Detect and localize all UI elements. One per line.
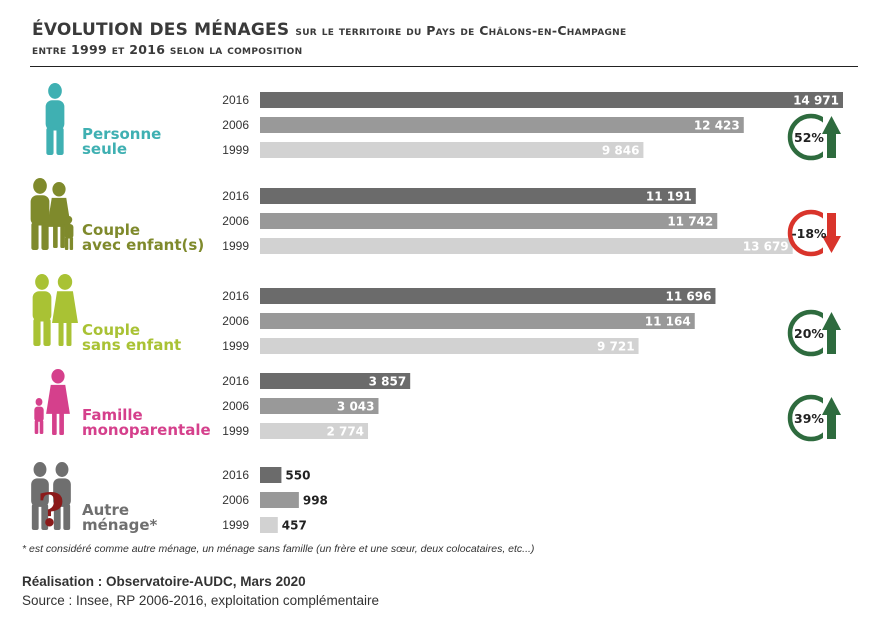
increase-circle-arrow-icon (787, 305, 843, 361)
year-label: 2006 (222, 214, 249, 228)
single-parent-family-icon (34, 369, 70, 435)
value-label: 11 164 (645, 315, 691, 329)
value-label: 13 679 (743, 240, 789, 254)
title-divider (30, 66, 858, 67)
footnote: * est considéré comme autre ménage, un m… (22, 543, 535, 555)
value-label: 550 (285, 469, 310, 483)
year-label: 2016 (222, 374, 249, 388)
bar-2006 (260, 117, 744, 133)
title-main: ÉVOLUTION DES MÉNAGES (32, 20, 290, 40)
svg-text:?: ? (38, 483, 65, 537)
change-percent-label: 52% (794, 130, 824, 145)
credit-line: Réalisation : Observatoire-AUDC, Mars 20… (22, 574, 306, 589)
single-person-icon (45, 83, 65, 155)
title-line2: entre 1999 et 2016 selon la composition (32, 42, 303, 57)
bar-2006 (260, 213, 718, 229)
year-label: 2016 (222, 289, 249, 303)
group-label-line: sans enfant (82, 336, 181, 354)
year-label: 2006 (222, 399, 249, 413)
group-label-line: Personne (82, 125, 161, 143)
increase-circle-arrow-icon (787, 390, 843, 446)
bar-1999 (260, 238, 793, 254)
bar-1999 (260, 142, 644, 158)
bar-1999 (260, 423, 369, 439)
value-label: 12 423 (694, 119, 740, 133)
group-label-line: seule (82, 140, 127, 158)
value-label: 457 (282, 519, 307, 533)
year-label: 2006 (222, 493, 249, 507)
group-label-line: avec enfant(s) (82, 236, 204, 254)
increase-circle-arrow-icon (787, 109, 843, 165)
value-label: 2 774 (326, 425, 364, 439)
year-label: 2016 (222, 93, 249, 107)
value-label: 14 971 (793, 94, 839, 108)
value-label: 11 696 (666, 290, 712, 304)
group-label-line: Famille (82, 406, 143, 424)
bar-1999 (260, 338, 639, 354)
group-label-line: Couple (82, 321, 140, 339)
group-label-line: Couple (82, 221, 140, 239)
value-label: 3 857 (369, 375, 407, 389)
change-percent-label: -18% (791, 226, 827, 241)
year-label: 2016 (222, 189, 249, 203)
year-label: 2006 (222, 314, 249, 328)
group-label-line: monoparentale (82, 421, 211, 439)
bar-2006 (260, 313, 695, 329)
bar-2016 (260, 92, 843, 108)
bar-1999 (260, 517, 278, 533)
bar-2006 (260, 492, 299, 508)
value-label: 11 742 (667, 215, 713, 229)
bar-2016 (260, 373, 411, 389)
value-label: 11 191 (646, 190, 692, 204)
group-label-line: ménage* (82, 516, 158, 534)
bar-2006 (260, 398, 379, 414)
value-label: 9 721 (597, 340, 635, 354)
year-label: 2016 (222, 468, 249, 482)
value-label: 3 043 (337, 400, 375, 414)
title-rest: sur le territoire du Pays de Châlons-en-… (295, 23, 627, 38)
group-label-line: Autre (82, 501, 129, 519)
other-household-question-icon: ? (31, 462, 71, 537)
value-label: 9 846 (602, 144, 640, 158)
year-label: 1999 (222, 339, 249, 353)
chart-title: ÉVOLUTION DES MÉNAGES sur le territoire … (32, 20, 626, 57)
family-with-children-icon (30, 178, 74, 250)
year-label: 2006 (222, 118, 249, 132)
change-percent-label: 39% (794, 411, 824, 426)
year-label: 1999 (222, 143, 249, 157)
decrease-circle-arrow-icon (787, 205, 843, 261)
year-label: 1999 (222, 239, 249, 253)
value-label: 998 (303, 494, 328, 508)
bar-2016 (260, 467, 282, 483)
change-percent-label: 20% (794, 326, 824, 341)
year-label: 1999 (222, 424, 249, 438)
year-label: 1999 (222, 518, 249, 532)
source-line: Source : Insee, RP 2006-2016, exploitati… (22, 593, 379, 608)
couple-icon (32, 274, 78, 346)
bar-2016 (260, 288, 716, 304)
bar-2016 (260, 188, 696, 204)
